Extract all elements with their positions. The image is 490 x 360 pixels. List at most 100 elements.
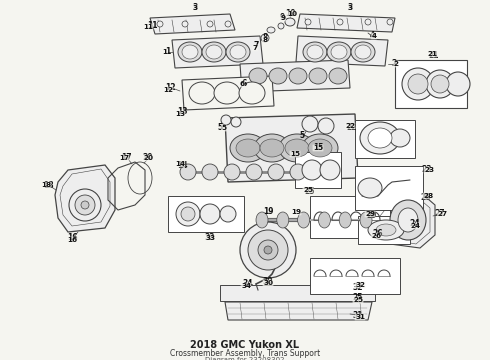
Ellipse shape [206, 45, 222, 59]
Text: 31: 31 [353, 310, 363, 320]
Text: Diagram for 23208302: Diagram for 23208302 [205, 357, 285, 360]
Text: 25: 25 [353, 297, 363, 303]
Ellipse shape [368, 220, 404, 240]
Polygon shape [55, 165, 115, 232]
Text: 34: 34 [243, 279, 253, 288]
Ellipse shape [231, 117, 241, 127]
Ellipse shape [398, 208, 418, 232]
Text: 22: 22 [347, 123, 357, 132]
Ellipse shape [249, 68, 267, 84]
Bar [355, 120, 415, 158]
Ellipse shape [277, 212, 289, 228]
Text: 26: 26 [371, 233, 381, 239]
Text: 27: 27 [435, 210, 445, 219]
Ellipse shape [302, 134, 338, 162]
Ellipse shape [246, 164, 262, 180]
Text: 13: 13 [177, 108, 187, 117]
Text: 3: 3 [347, 5, 352, 11]
Ellipse shape [318, 212, 330, 228]
Ellipse shape [176, 202, 200, 226]
Text: 12: 12 [165, 84, 175, 93]
Ellipse shape [360, 212, 372, 228]
Text: 15: 15 [290, 151, 300, 157]
Ellipse shape [236, 139, 260, 157]
Ellipse shape [408, 74, 428, 94]
Text: 5: 5 [299, 131, 305, 140]
Bar [395, 60, 467, 108]
Ellipse shape [178, 42, 202, 62]
Text: 17: 17 [119, 155, 129, 161]
Ellipse shape [285, 139, 309, 157]
Text: 25: 25 [303, 187, 313, 193]
Text: 16: 16 [67, 234, 77, 243]
Ellipse shape [390, 129, 410, 147]
Text: 24: 24 [410, 223, 420, 229]
Text: 11: 11 [143, 24, 153, 30]
Ellipse shape [181, 207, 195, 221]
Text: 3: 3 [347, 4, 353, 13]
Ellipse shape [226, 42, 250, 62]
Text: 20: 20 [143, 155, 153, 161]
Ellipse shape [431, 75, 449, 93]
Text: 15: 15 [313, 144, 323, 153]
Text: 29: 29 [365, 211, 375, 217]
Ellipse shape [69, 189, 101, 221]
Polygon shape [182, 76, 274, 110]
Polygon shape [150, 14, 235, 34]
Ellipse shape [285, 18, 295, 26]
Ellipse shape [267, 27, 275, 33]
Text: 2: 2 [393, 61, 398, 67]
Ellipse shape [258, 240, 278, 260]
Text: 10: 10 [287, 11, 297, 17]
Ellipse shape [81, 201, 89, 209]
Ellipse shape [360, 122, 400, 154]
Text: 14: 14 [175, 161, 185, 167]
Text: 18: 18 [41, 182, 51, 188]
Ellipse shape [157, 21, 163, 27]
Bar [168, 196, 244, 232]
Text: 19: 19 [263, 207, 273, 216]
Text: 23: 23 [422, 166, 432, 175]
Text: 1: 1 [166, 48, 171, 57]
Text: 24: 24 [410, 220, 420, 229]
Ellipse shape [278, 23, 284, 29]
Text: 25: 25 [353, 293, 363, 302]
Ellipse shape [260, 139, 284, 157]
Text: 5: 5 [221, 125, 226, 131]
Ellipse shape [426, 70, 454, 98]
Ellipse shape [180, 164, 196, 180]
Polygon shape [225, 302, 372, 320]
Ellipse shape [224, 164, 240, 180]
Text: 4: 4 [371, 33, 376, 39]
Text: 26: 26 [373, 230, 383, 238]
Text: 14: 14 [177, 161, 187, 170]
Bar [358, 216, 410, 244]
Bar [310, 196, 390, 238]
Text: 3: 3 [193, 4, 197, 13]
Ellipse shape [302, 116, 318, 132]
Ellipse shape [337, 19, 343, 25]
Ellipse shape [182, 45, 198, 59]
Polygon shape [225, 114, 358, 182]
Bar [355, 166, 423, 210]
Text: 8: 8 [262, 33, 268, 42]
Ellipse shape [305, 19, 311, 25]
Ellipse shape [230, 45, 246, 59]
Ellipse shape [376, 224, 396, 236]
Ellipse shape [327, 42, 351, 62]
Text: 19: 19 [291, 209, 301, 215]
Polygon shape [172, 36, 263, 68]
Ellipse shape [269, 68, 287, 84]
Text: 21: 21 [427, 51, 437, 57]
Text: 28: 28 [423, 193, 433, 199]
Text: 10: 10 [285, 9, 295, 18]
Text: 16: 16 [67, 237, 77, 243]
Ellipse shape [309, 68, 327, 84]
Polygon shape [240, 60, 350, 92]
Text: 13: 13 [175, 111, 185, 117]
Ellipse shape [355, 45, 371, 59]
Text: 7: 7 [253, 41, 259, 50]
Ellipse shape [221, 115, 231, 125]
Text: 29: 29 [367, 211, 377, 220]
Ellipse shape [189, 82, 215, 104]
